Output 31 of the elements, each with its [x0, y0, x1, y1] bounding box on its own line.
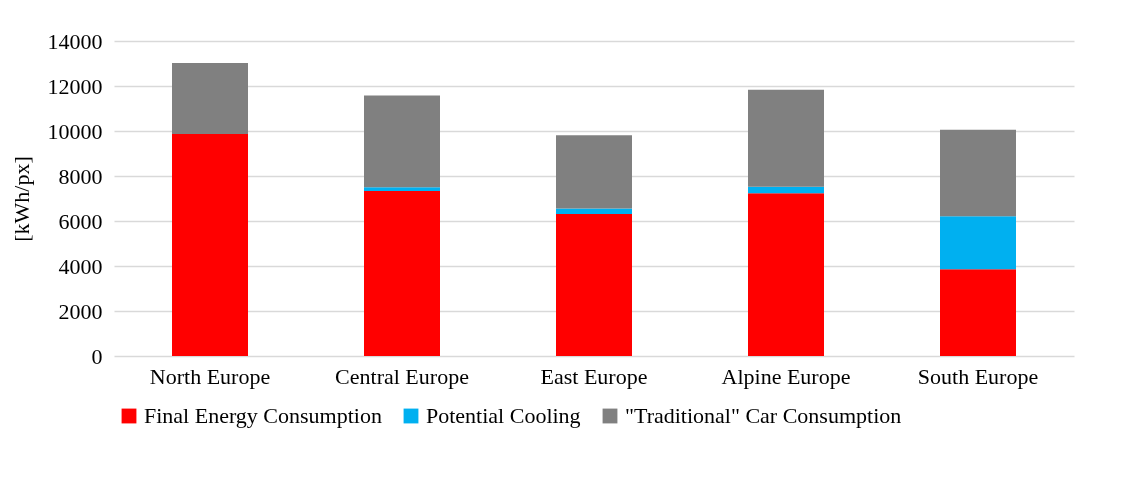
bar — [748, 186, 824, 194]
bar — [940, 216, 1016, 270]
bar — [172, 133, 248, 356]
bar — [748, 89, 824, 187]
x-tick-label: East Europe — [540, 363, 648, 389]
bar — [940, 269, 1016, 356]
y-tick-label: 4000 — [58, 253, 103, 279]
y-tick-label: 10000 — [47, 118, 103, 144]
y-tick-label: 6000 — [58, 208, 103, 234]
x-tick-label: South Europe — [917, 363, 1039, 389]
legend-label: Potential Cooling — [426, 403, 581, 428]
y-tick-label: 14000 — [47, 28, 103, 54]
bar — [748, 193, 824, 356]
x-tick-label: Central Europe — [335, 363, 469, 389]
bar — [364, 95, 440, 188]
x-tick-label: Alpine Europe — [721, 363, 851, 389]
y-tick-label: 2000 — [58, 298, 103, 324]
y-axis-title: [kWh/px] — [8, 156, 34, 242]
legend-label: "Traditional" Car Consumption — [625, 403, 902, 428]
bar — [556, 208, 632, 215]
x-tick-label: North Europe — [149, 363, 271, 389]
bar — [172, 63, 248, 134]
y-tick-label: 0 — [91, 343, 103, 369]
y-tick-label: 8000 — [58, 163, 103, 189]
y-tick-label: 12000 — [47, 73, 103, 99]
bar — [556, 214, 632, 356]
legend-label: Final Energy Consumption — [144, 403, 382, 428]
bar — [940, 129, 1016, 217]
bar — [364, 191, 440, 356]
bar — [556, 135, 632, 209]
bar — [364, 187, 440, 192]
